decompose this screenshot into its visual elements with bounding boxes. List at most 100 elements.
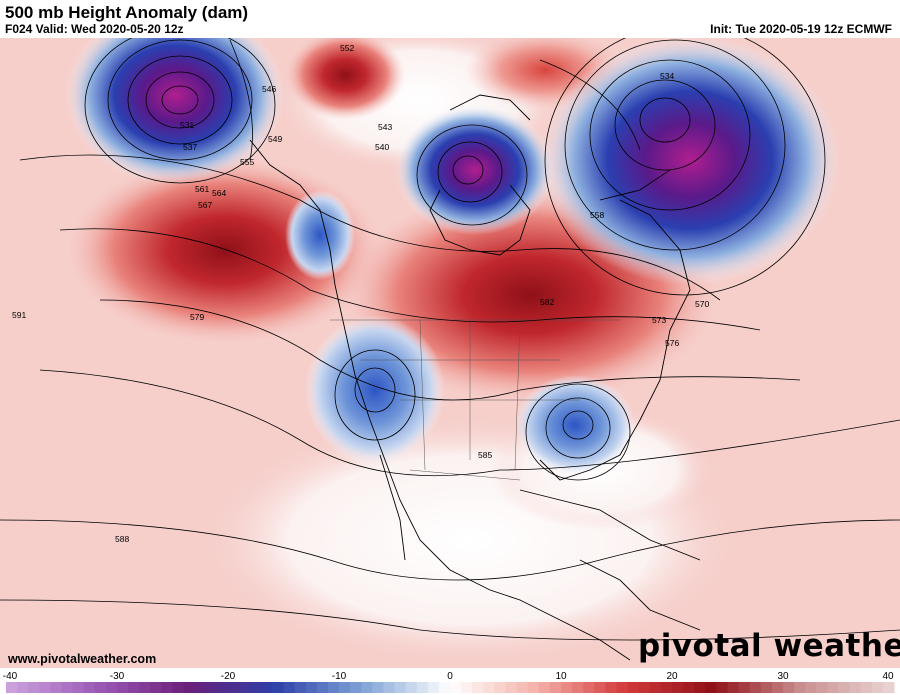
colorbar-tick-label: 40: [882, 671, 894, 682]
colorbar-swatch: [683, 682, 695, 693]
colorbar-tick-label: -10: [332, 671, 347, 682]
colorbar-swatch: [72, 682, 85, 693]
contour-label: 570: [695, 299, 709, 309]
colorbar-tick-label: -40: [3, 671, 18, 682]
height-contours: [0, 38, 900, 641]
colorbar-swatch: [239, 682, 251, 693]
header-bar: 500 mb Height Anomaly (dam) F024 Valid: …: [0, 0, 900, 38]
colorbar-swatch: [871, 682, 884, 693]
colorbar-swatch: [816, 682, 828, 693]
colorbar-swatch: [194, 682, 207, 693]
colorbar-swatch: [794, 682, 806, 693]
trough-southeast: [515, 375, 635, 475]
trough-bering: [65, 38, 285, 185]
colorbar-swatch: [83, 682, 96, 693]
colorbar-swatch: [838, 682, 851, 693]
colorbar-swatch: [294, 682, 307, 693]
colorbar-swatch: [405, 682, 418, 693]
political-borders: [330, 319, 620, 481]
trough-hudson: [395, 105, 555, 235]
contour-label: 543: [378, 122, 392, 132]
colorbar-swatch: [716, 682, 728, 693]
colorbar-swatch: [39, 682, 51, 693]
colorbar-swatch: [649, 682, 662, 693]
colorbar-swatch: [461, 682, 473, 693]
colorbar-swatch: [283, 682, 296, 693]
coastlines: [249, 94, 701, 661]
colorbar-swatch: [17, 682, 29, 693]
colorbar-swatch: [150, 682, 162, 693]
contour-label: 564: [212, 188, 226, 198]
colorbar-tick-label: 10: [555, 671, 567, 682]
colorbar-swatch: [516, 682, 529, 693]
colorbar-swatch: [505, 682, 518, 693]
colorbar-swatch: [616, 682, 629, 693]
brand-logo: pivotal weather: [638, 628, 900, 664]
contour-label: 573: [652, 315, 666, 325]
colorbar-swatch: [749, 682, 762, 693]
colorbar-swatch: [472, 682, 484, 693]
colorbar-swatch: [738, 682, 751, 693]
colorbar-swatch: [527, 682, 540, 693]
colorbar-swatches: [6, 682, 895, 693]
colorbar-swatch: [561, 682, 573, 693]
colorbar-swatch: [117, 682, 129, 693]
contour-label: 546: [262, 84, 276, 94]
trough-southwest: [305, 315, 445, 465]
colorbar-swatch: [339, 682, 351, 693]
ridge-alaska: [285, 38, 405, 120]
colorbar-swatch: [50, 682, 62, 693]
colorbar-swatch: [483, 682, 495, 693]
website-url: www.pivotalweather.com: [8, 652, 157, 666]
contour-labels: 531 534 537 540 543 546 549 552 555 558 …: [12, 43, 709, 544]
contour-label: 555: [240, 157, 254, 167]
colorbar-swatch: [783, 682, 795, 693]
colorbar-swatch: [6, 682, 18, 693]
colorbar-swatch: [361, 682, 373, 693]
contour-label: 561: [195, 184, 209, 194]
colorbar-swatch: [638, 682, 651, 693]
colorbar-swatch: [494, 682, 506, 693]
colorbar-swatch: [860, 682, 873, 693]
colorbar-swatch: [205, 682, 218, 693]
colorbar-swatch: [705, 682, 717, 693]
colorbar-swatch: [128, 682, 140, 693]
colorbar-swatch: [94, 682, 107, 693]
colorbar-swatch: [849, 682, 862, 693]
colorbar-swatch: [538, 682, 551, 693]
colorbar-swatch: [583, 682, 595, 693]
colorbar-tick-label: 0: [447, 671, 453, 682]
colorbar-swatch: [760, 682, 773, 693]
anomaly-map: 531 534 537 540 543 546 549 552 555 558 …: [0, 38, 900, 668]
colorbar-tick-label: 30: [777, 671, 789, 682]
colorbar-swatch: [694, 682, 706, 693]
colorbar-ticks: -40 -30 -20 -10 0 10 20 30 40: [3, 671, 894, 682]
colorbar-swatch: [372, 682, 384, 693]
colorbar-swatch: [139, 682, 151, 693]
contour-label: 585: [478, 450, 492, 460]
contour-label: 582: [540, 297, 554, 307]
colorbar-swatch: [228, 682, 240, 693]
colorbar-swatch: [305, 682, 318, 693]
colorbar-swatch: [605, 682, 617, 693]
colorbar-swatch: [771, 682, 784, 693]
colorbar-swatch: [28, 682, 40, 693]
trough-bc-coast: [285, 190, 355, 280]
colorbar-swatch: [572, 682, 584, 693]
colorbar-swatch: [882, 682, 895, 693]
colorbar-swatch: [350, 682, 362, 693]
colorbar-swatch: [427, 682, 440, 693]
contour-label: 531: [180, 120, 194, 130]
contour-label: 537: [183, 142, 197, 152]
contour-label: 558: [590, 210, 604, 220]
init-time: Init: Tue 2020-05-19 12z ECMWF: [710, 22, 892, 36]
colorbar-swatch: [416, 682, 429, 693]
colorbar-swatch: [549, 682, 562, 693]
colorbar-swatch: [805, 682, 817, 693]
colorbar-swatch: [216, 682, 229, 693]
colorbar-swatch: [250, 682, 262, 693]
colorbar-swatch: [660, 682, 673, 693]
colorbar-tick-label: 20: [666, 671, 678, 682]
contour-label: 552: [340, 43, 354, 53]
